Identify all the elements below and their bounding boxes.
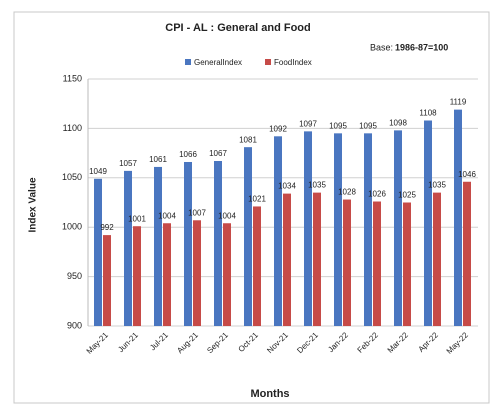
data-label: 1097 xyxy=(299,119,317,128)
data-label: 1001 xyxy=(128,214,146,223)
bar xyxy=(454,109,462,327)
bar xyxy=(133,226,141,326)
data-label: 1092 xyxy=(269,124,287,133)
bar xyxy=(313,192,321,326)
bar xyxy=(223,223,231,326)
bar xyxy=(403,202,411,326)
data-label: 1057 xyxy=(119,159,137,168)
bar xyxy=(214,161,222,326)
bar xyxy=(373,201,381,326)
bar xyxy=(394,130,402,326)
bar xyxy=(343,199,351,326)
y-axis-label: Index Value xyxy=(28,177,39,232)
data-label: 1004 xyxy=(218,211,236,220)
data-label: 1035 xyxy=(308,181,326,190)
data-label: 1095 xyxy=(359,121,377,130)
bar xyxy=(334,133,342,326)
bar xyxy=(274,136,282,326)
data-label: 1004 xyxy=(158,211,176,220)
bar xyxy=(103,235,111,326)
data-label: 1108 xyxy=(419,109,437,118)
data-label: 1021 xyxy=(248,195,266,204)
y-tick-label: 900 xyxy=(67,320,82,330)
bar xyxy=(163,223,171,326)
data-label: 1049 xyxy=(89,167,107,176)
data-label: 1028 xyxy=(338,188,356,197)
bar xyxy=(244,147,252,326)
bar xyxy=(424,120,432,326)
data-label: 1026 xyxy=(368,190,386,199)
data-label: 1066 xyxy=(179,150,197,159)
legend-swatch xyxy=(185,59,191,65)
data-label: 1081 xyxy=(239,135,257,144)
legend-swatch xyxy=(265,59,271,65)
base-label: Base: xyxy=(370,42,393,52)
legend-label: FoodIndex xyxy=(274,58,312,67)
data-label: 1067 xyxy=(209,149,227,158)
bar xyxy=(364,133,372,326)
y-tick-label: 1100 xyxy=(63,123,82,133)
bar xyxy=(124,170,132,326)
data-label: 1025 xyxy=(398,191,416,200)
data-label: 992 xyxy=(100,223,114,232)
data-label: 1046 xyxy=(458,170,476,179)
bar xyxy=(283,193,291,326)
y-tick-label: 1050 xyxy=(62,172,82,182)
chart-title: CPI - AL : General and Food xyxy=(165,22,310,34)
y-tick-label: 1150 xyxy=(63,73,82,83)
bar xyxy=(304,131,312,326)
data-label: 1035 xyxy=(428,181,446,190)
data-label: 1095 xyxy=(329,121,347,130)
legend-label: GeneralIndex xyxy=(194,58,242,67)
bar xyxy=(463,181,471,326)
bar xyxy=(433,192,441,326)
bar xyxy=(193,220,201,326)
data-label: 1119 xyxy=(450,98,467,107)
y-tick-label: 950 xyxy=(67,271,82,281)
bar xyxy=(94,178,102,326)
data-label: 1034 xyxy=(278,182,296,191)
data-label: 1007 xyxy=(188,208,206,217)
bar xyxy=(253,206,261,326)
bar xyxy=(184,161,192,326)
x-axis-label: Months xyxy=(250,388,289,400)
bar xyxy=(154,166,162,326)
base-value: 1986-87=100 xyxy=(395,42,448,52)
y-tick-label: 1000 xyxy=(62,222,82,232)
data-label: 1098 xyxy=(389,118,407,127)
data-label: 1061 xyxy=(149,155,167,164)
